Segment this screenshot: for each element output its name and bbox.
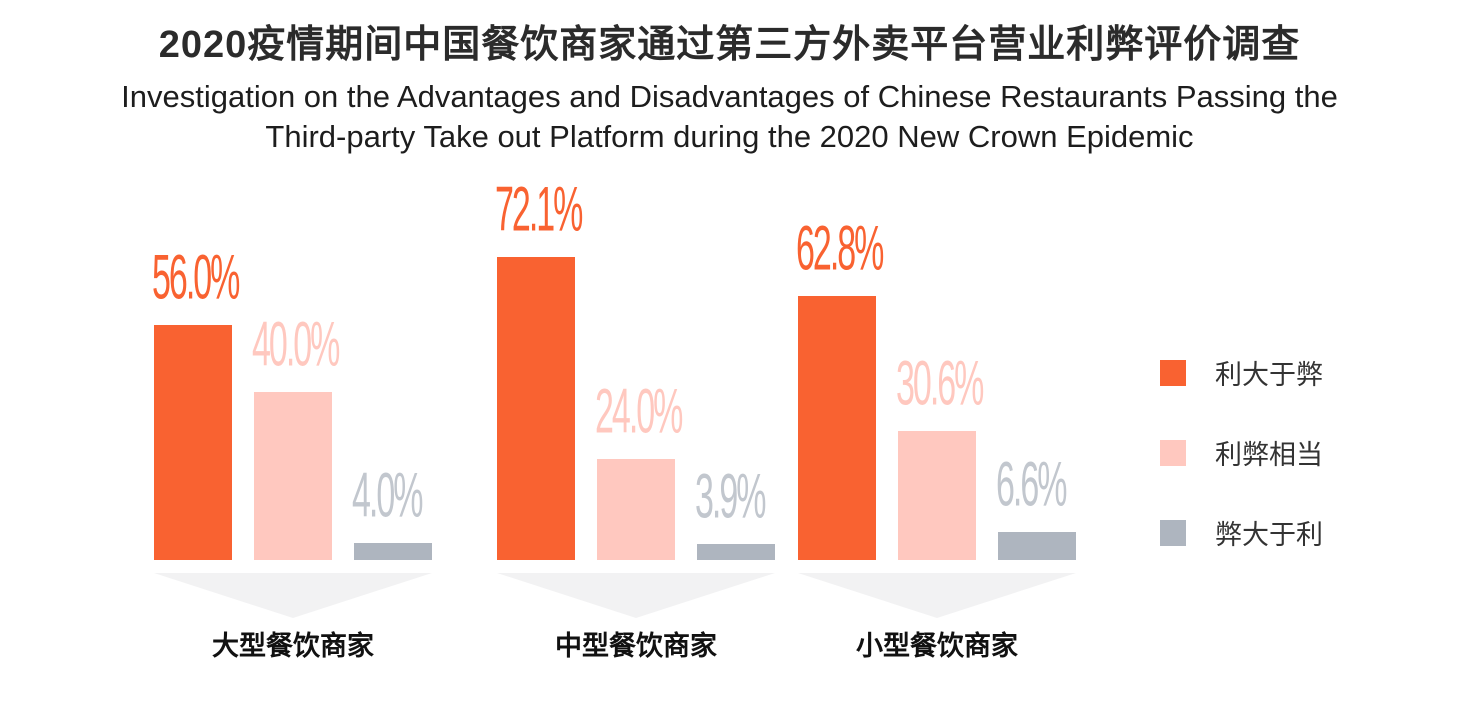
chart-subtitle-line2: Third-party Take out Platform during the… (265, 119, 1194, 154)
chart-subtitle-line1: Investigation on the Advantages and Disa… (121, 79, 1338, 114)
chart-legend: 利大于弊利弊相当弊大于利 (1160, 353, 1323, 552)
legend-label: 利弊相当 (1215, 440, 1323, 470)
bar-value-label: 30.6% (896, 348, 984, 420)
chart-subtitle-english: Investigation on the Advantages and Disa… (0, 77, 1459, 157)
bar (254, 392, 332, 560)
category-label: 小型餐饮商家 (856, 631, 1018, 661)
bar-value-label: 3.9% (695, 461, 766, 533)
bar (154, 325, 232, 560)
category-label: 中型餐饮商家 (555, 631, 717, 661)
group-shadow-triangle (798, 573, 1076, 618)
group-shadow-triangle (154, 573, 432, 618)
bar (998, 532, 1076, 560)
bar-value-label: 24.0% (595, 376, 683, 448)
bar-value-label: 72.1% (495, 174, 583, 246)
bar (497, 257, 575, 560)
legend-item: 弊大于利 (1160, 513, 1323, 552)
bar (798, 296, 876, 560)
legend-swatch-icon (1160, 439, 1186, 466)
bar (354, 543, 432, 560)
bar-value-label: 4.0% (352, 460, 423, 532)
bar (898, 431, 976, 560)
bar-value-label: 6.6% (996, 449, 1067, 521)
bar (697, 544, 775, 560)
group-shadow-triangle (497, 573, 775, 618)
legend-label: 弊大于利 (1215, 520, 1323, 550)
legend-swatch-icon (1160, 359, 1186, 386)
legend-label: 利大于弊 (1215, 360, 1323, 390)
legend-item: 利大于弊 (1160, 353, 1323, 392)
legend-swatch-icon (1160, 519, 1186, 546)
category-label: 大型餐饮商家 (212, 631, 374, 661)
legend-item: 利弊相当 (1160, 433, 1323, 472)
chart-title-chinese: 2020疫情期间中国餐饮商家通过第三方外卖平台营业利弊评价调查 (158, 24, 1301, 66)
bar-value-label: 56.0% (152, 242, 240, 314)
bar-value-label: 62.8% (796, 213, 884, 285)
bar (597, 459, 675, 560)
bar-value-label: 40.0% (252, 309, 340, 381)
